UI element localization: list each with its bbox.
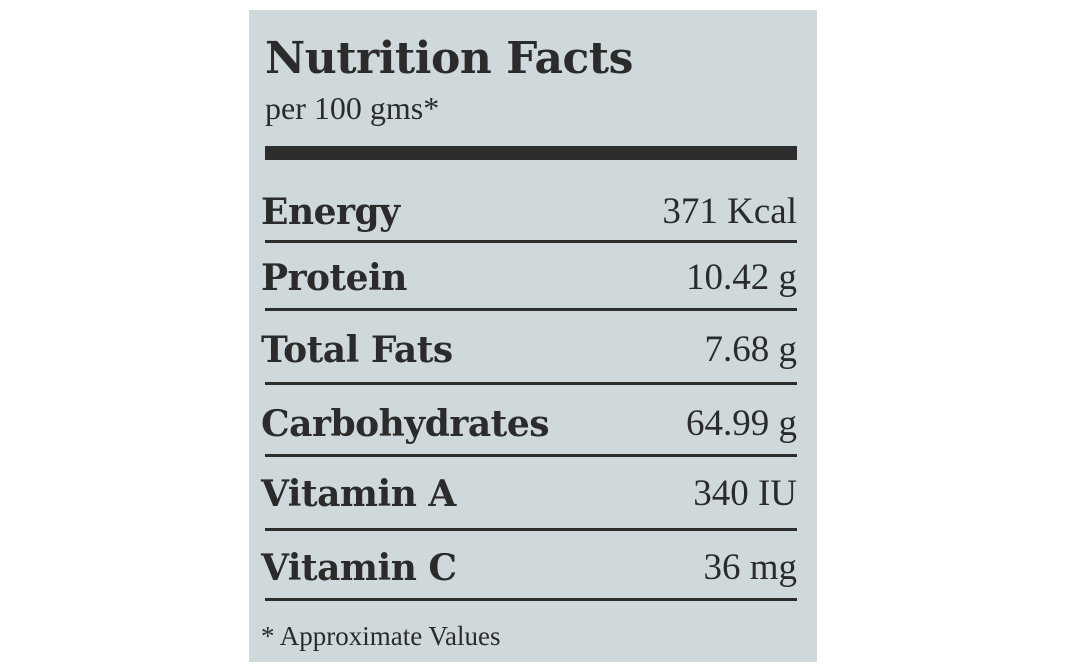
nutrient-row-vitamin-a: Vitamin A 340 IU (261, 470, 797, 518)
nutrient-row-carbohydrates: Carbohydrates 64.99 g (261, 400, 797, 448)
row-divider (265, 528, 797, 531)
footnote: * Approximate Values (261, 621, 501, 651)
nutrient-amount: 340 IU (693, 473, 797, 514)
nutrient-row-vitamin-c: Vitamin C 36 mg (261, 544, 797, 592)
nutrient-amount: 10.42 g (686, 257, 797, 298)
nutrient-name: Vitamin A (261, 473, 456, 515)
nutrient-row-total-fats: Total Fats 7.68 g (261, 326, 797, 374)
row-divider (265, 454, 797, 457)
nutrient-name: Vitamin C (261, 547, 457, 589)
nutrient-amount: 64.99 g (686, 403, 797, 444)
label-title: Nutrition Facts (265, 33, 633, 84)
nutrient-name: Carbohydrates (261, 403, 550, 445)
nutrition-facts-label: Nutrition Facts per 100 gms* Energy 371 … (249, 10, 817, 662)
nutrient-row-protein: Protein 10.42 g (261, 254, 797, 302)
nutrient-amount: 36 mg (703, 547, 797, 588)
row-divider (265, 308, 797, 311)
row-divider (265, 598, 797, 601)
serving-basis: per 100 gms* (265, 90, 440, 126)
row-divider (265, 240, 797, 243)
header-divider (265, 146, 797, 160)
nutrient-name: Protein (261, 257, 407, 299)
nutrient-amount: 7.68 g (704, 329, 798, 370)
nutrient-amount: 371 Kcal (662, 191, 797, 232)
row-divider (265, 382, 797, 385)
nutrient-name: Total Fats (261, 329, 453, 371)
nutrient-row-energy: Energy 371 Kcal (261, 188, 797, 236)
nutrient-name: Energy (261, 191, 400, 233)
